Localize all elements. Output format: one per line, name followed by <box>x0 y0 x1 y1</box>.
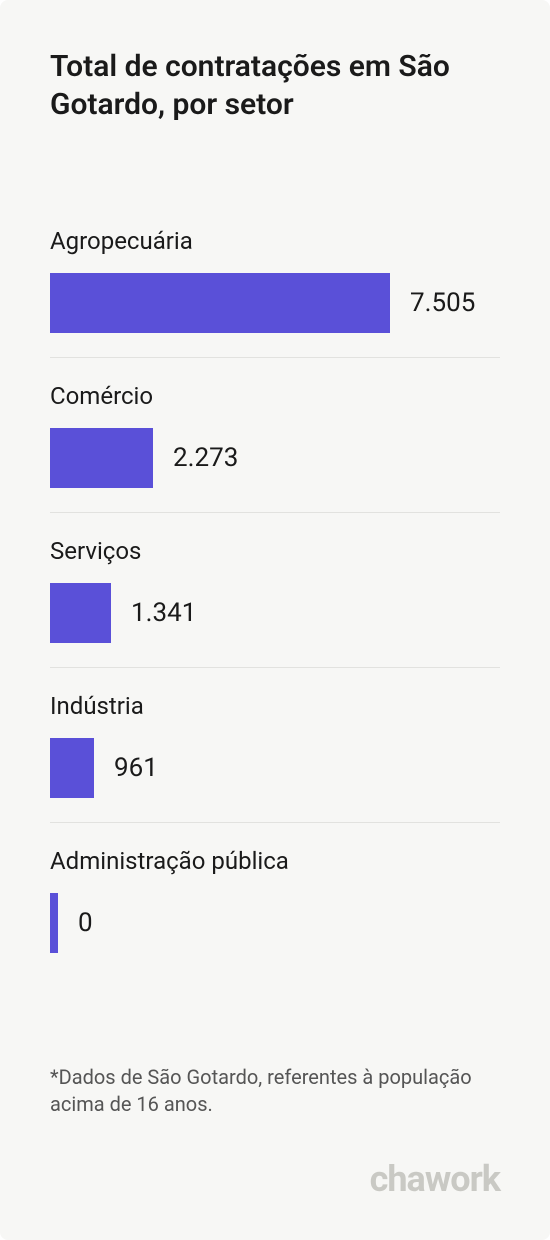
bar-row: Serviços 1.341 <box>50 513 500 668</box>
bar-rect <box>50 893 58 953</box>
bar-value: 1.341 <box>131 598 196 628</box>
bar-row: Agropecuária 7.505 <box>50 203 500 358</box>
bar-label: Agropecuária <box>50 227 500 255</box>
bar-value: 0 <box>78 908 93 938</box>
bar-row: Indústria 961 <box>50 668 500 823</box>
bar-row: Comércio 2.273 <box>50 358 500 513</box>
bar-label: Indústria <box>50 692 500 720</box>
bar-line: 1.341 <box>50 583 500 643</box>
bar-line: 961 <box>50 738 500 798</box>
bar-label: Serviços <box>50 537 500 565</box>
bar-line: 0 <box>50 893 500 953</box>
bar-label: Administração pública <box>50 847 500 875</box>
brand-area: chawork <box>50 1158 500 1200</box>
bar-value: 961 <box>114 753 158 783</box>
bar-list: Agropecuária 7.505 Comércio 2.273 Serviç… <box>50 203 500 1044</box>
chart-footnote: *Dados de São Gotardo, referentes à popu… <box>50 1064 500 1118</box>
bar-rect <box>50 428 153 488</box>
chart-card: Total de contratações em São Gotardo, po… <box>0 0 550 1240</box>
bar-value: 7.505 <box>410 288 475 318</box>
bar-row: Administração pública 0 <box>50 823 500 977</box>
chart-title: Total de contratações em São Gotardo, po… <box>50 48 500 123</box>
bar-rect <box>50 273 390 333</box>
bar-rect <box>50 738 94 798</box>
bar-label: Comércio <box>50 382 500 410</box>
bar-rect <box>50 583 111 643</box>
brand-logo: chawork <box>370 1158 500 1200</box>
bar-line: 7.505 <box>50 273 500 333</box>
bar-line: 2.273 <box>50 428 500 488</box>
bar-value: 2.273 <box>173 443 238 473</box>
